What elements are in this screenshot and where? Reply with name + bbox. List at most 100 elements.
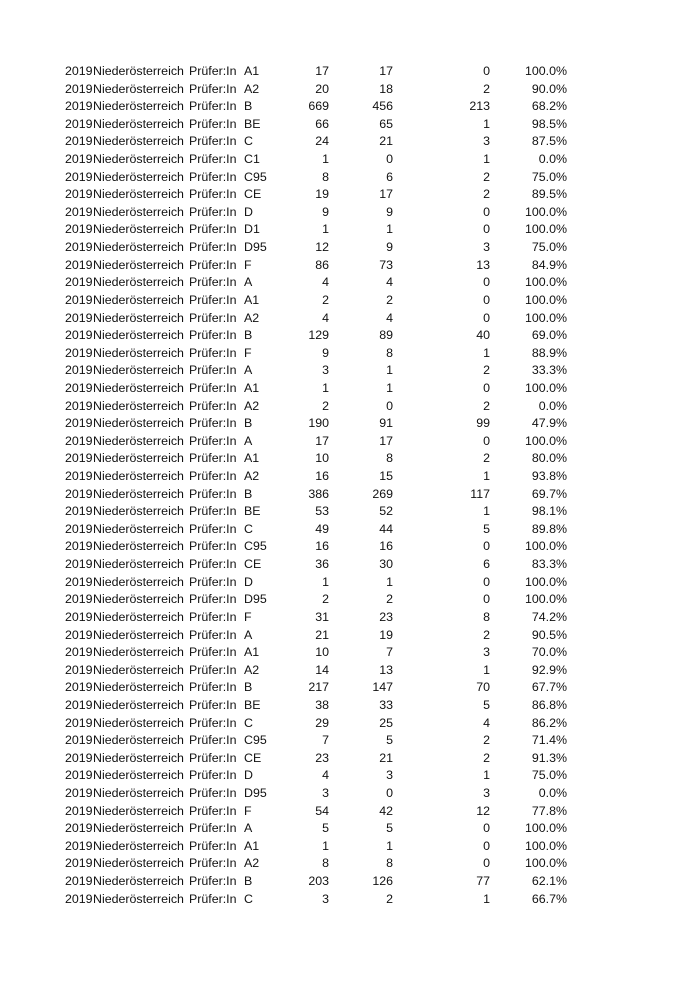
license-class-cell: C <box>244 521 253 536</box>
total-cell: 2 <box>322 398 329 413</box>
role-cell: Prüfer:In <box>189 504 237 519</box>
region-cell: Niederösterreich <box>93 99 184 114</box>
total-cell: 86 <box>315 257 329 272</box>
role-cell: Prüfer:In <box>189 609 237 624</box>
failed-cell: 2 <box>483 187 490 202</box>
region-cell: Niederösterreich <box>93 504 184 519</box>
pass-rate-cell: 75.0% <box>531 169 567 184</box>
year-cell: 2019 <box>65 81 93 96</box>
year-cell: 2019 <box>65 662 93 677</box>
region-cell: Niederösterreich <box>93 856 184 871</box>
license-class-cell: D1 <box>244 222 260 237</box>
table-row: 2019 Niederösterreich Prüfer:In CE 19 17 2 89.5… <box>0 186 700 204</box>
total-cell: 203 <box>308 874 329 889</box>
table-row: 2019 Niederösterreich Prüfer:In C 49 44 5 89.8% <box>0 521 700 539</box>
table-row: 2019 Niederösterreich Prüfer:In C 3 2 1 66.7% <box>0 891 700 909</box>
table-row: 2019 Niederösterreich Prüfer:In CE 23 21 2 91.3… <box>0 750 700 768</box>
total-cell: 66 <box>315 116 329 131</box>
total-cell: 2 <box>322 592 329 607</box>
region-cell: Niederösterreich <box>93 539 184 554</box>
passed-cell: 2 <box>386 592 393 607</box>
pass-rate-cell: 100.0% <box>524 380 567 395</box>
year-cell: 2019 <box>65 240 93 255</box>
passed-cell: 1 <box>386 838 393 853</box>
region-cell: Niederösterreich <box>93 292 184 307</box>
pass-rate-cell: 100.0% <box>524 204 567 219</box>
table-row: 2019 Niederösterreich Prüfer:In A1 1 1 0 100.0% <box>0 380 700 398</box>
region-cell: Niederösterreich <box>93 557 184 572</box>
pass-rate-cell: 75.0% <box>531 240 567 255</box>
year-cell: 2019 <box>65 116 93 131</box>
total-cell: 3 <box>322 363 329 378</box>
failed-cell: 5 <box>483 521 490 536</box>
total-cell: 38 <box>315 697 329 712</box>
license-class-cell: A2 <box>244 398 260 413</box>
total-cell: 386 <box>308 486 329 501</box>
region-cell: Niederösterreich <box>93 821 184 836</box>
role-cell: Prüfer:In <box>189 363 237 378</box>
role-cell: Prüfer:In <box>189 521 237 536</box>
year-cell: 2019 <box>65 152 93 167</box>
role-cell: Prüfer:In <box>189 345 237 360</box>
total-cell: 129 <box>308 328 329 343</box>
total-cell: 16 <box>315 469 329 484</box>
role-cell: Prüfer:In <box>189 416 237 431</box>
passed-cell: 1 <box>386 363 393 378</box>
role-cell: Prüfer:In <box>189 486 237 501</box>
year-cell: 2019 <box>65 733 93 748</box>
role-cell: Prüfer:In <box>189 539 237 554</box>
table-row: 2019 Niederösterreich Prüfer:In F 31 23 8 74.2% <box>0 609 700 627</box>
year-cell: 2019 <box>65 874 93 889</box>
region-cell: Niederösterreich <box>93 116 184 131</box>
pass-rate-cell: 47.9% <box>531 416 567 431</box>
total-cell: 49 <box>315 521 329 536</box>
region-cell: Niederösterreich <box>93 891 184 906</box>
passed-cell: 17 <box>379 64 393 78</box>
passed-cell: 44 <box>379 521 393 536</box>
year-cell: 2019 <box>65 785 93 800</box>
pass-rate-cell: 100.0% <box>524 222 567 237</box>
failed-cell: 0 <box>483 433 490 448</box>
role-cell: Prüfer:In <box>189 433 237 448</box>
failed-cell: 0 <box>483 592 490 607</box>
year-cell: 2019 <box>65 275 93 290</box>
region-cell: Niederösterreich <box>93 275 184 290</box>
pass-rate-cell: 90.5% <box>531 627 567 642</box>
passed-cell: 2 <box>386 891 393 906</box>
failed-cell: 1 <box>483 891 490 906</box>
license-class-cell: A <box>244 627 253 642</box>
failed-cell: 0 <box>483 856 490 871</box>
total-cell: 14 <box>315 662 329 677</box>
year-cell: 2019 <box>65 715 93 730</box>
year-cell: 2019 <box>65 609 93 624</box>
total-cell: 217 <box>308 680 329 695</box>
pass-rate-cell: 0.0% <box>538 152 567 167</box>
table-row: 2019 Niederösterreich Prüfer:In A 21 19 2 90.5% <box>0 627 700 645</box>
year-cell: 2019 <box>65 187 93 202</box>
region-cell: Niederösterreich <box>93 398 184 413</box>
passed-cell: 147 <box>372 680 393 695</box>
license-class-cell: A1 <box>244 645 260 660</box>
total-cell: 4 <box>322 768 329 783</box>
pass-rate-cell: 100.0% <box>524 275 567 290</box>
failed-cell: 1 <box>483 116 490 131</box>
passed-cell: 8 <box>386 856 393 871</box>
pass-rate-cell: 98.1% <box>531 504 567 519</box>
region-cell: Niederösterreich <box>93 64 184 78</box>
year-cell: 2019 <box>65 539 93 554</box>
total-cell: 17 <box>315 433 329 448</box>
year-cell: 2019 <box>65 398 93 413</box>
region-cell: Niederösterreich <box>93 768 184 783</box>
year-cell: 2019 <box>65 803 93 818</box>
passed-cell: 0 <box>386 398 393 413</box>
total-cell: 19 <box>315 187 329 202</box>
license-class-cell: F <box>244 609 252 624</box>
region-cell: Niederösterreich <box>93 169 184 184</box>
license-class-cell: D <box>244 204 253 219</box>
failed-cell: 0 <box>483 222 490 237</box>
license-class-cell: B <box>244 486 253 501</box>
license-class-cell: C95 <box>244 539 267 554</box>
passed-cell: 19 <box>379 627 393 642</box>
region-cell: Niederösterreich <box>93 680 184 695</box>
passed-cell: 89 <box>379 328 393 343</box>
